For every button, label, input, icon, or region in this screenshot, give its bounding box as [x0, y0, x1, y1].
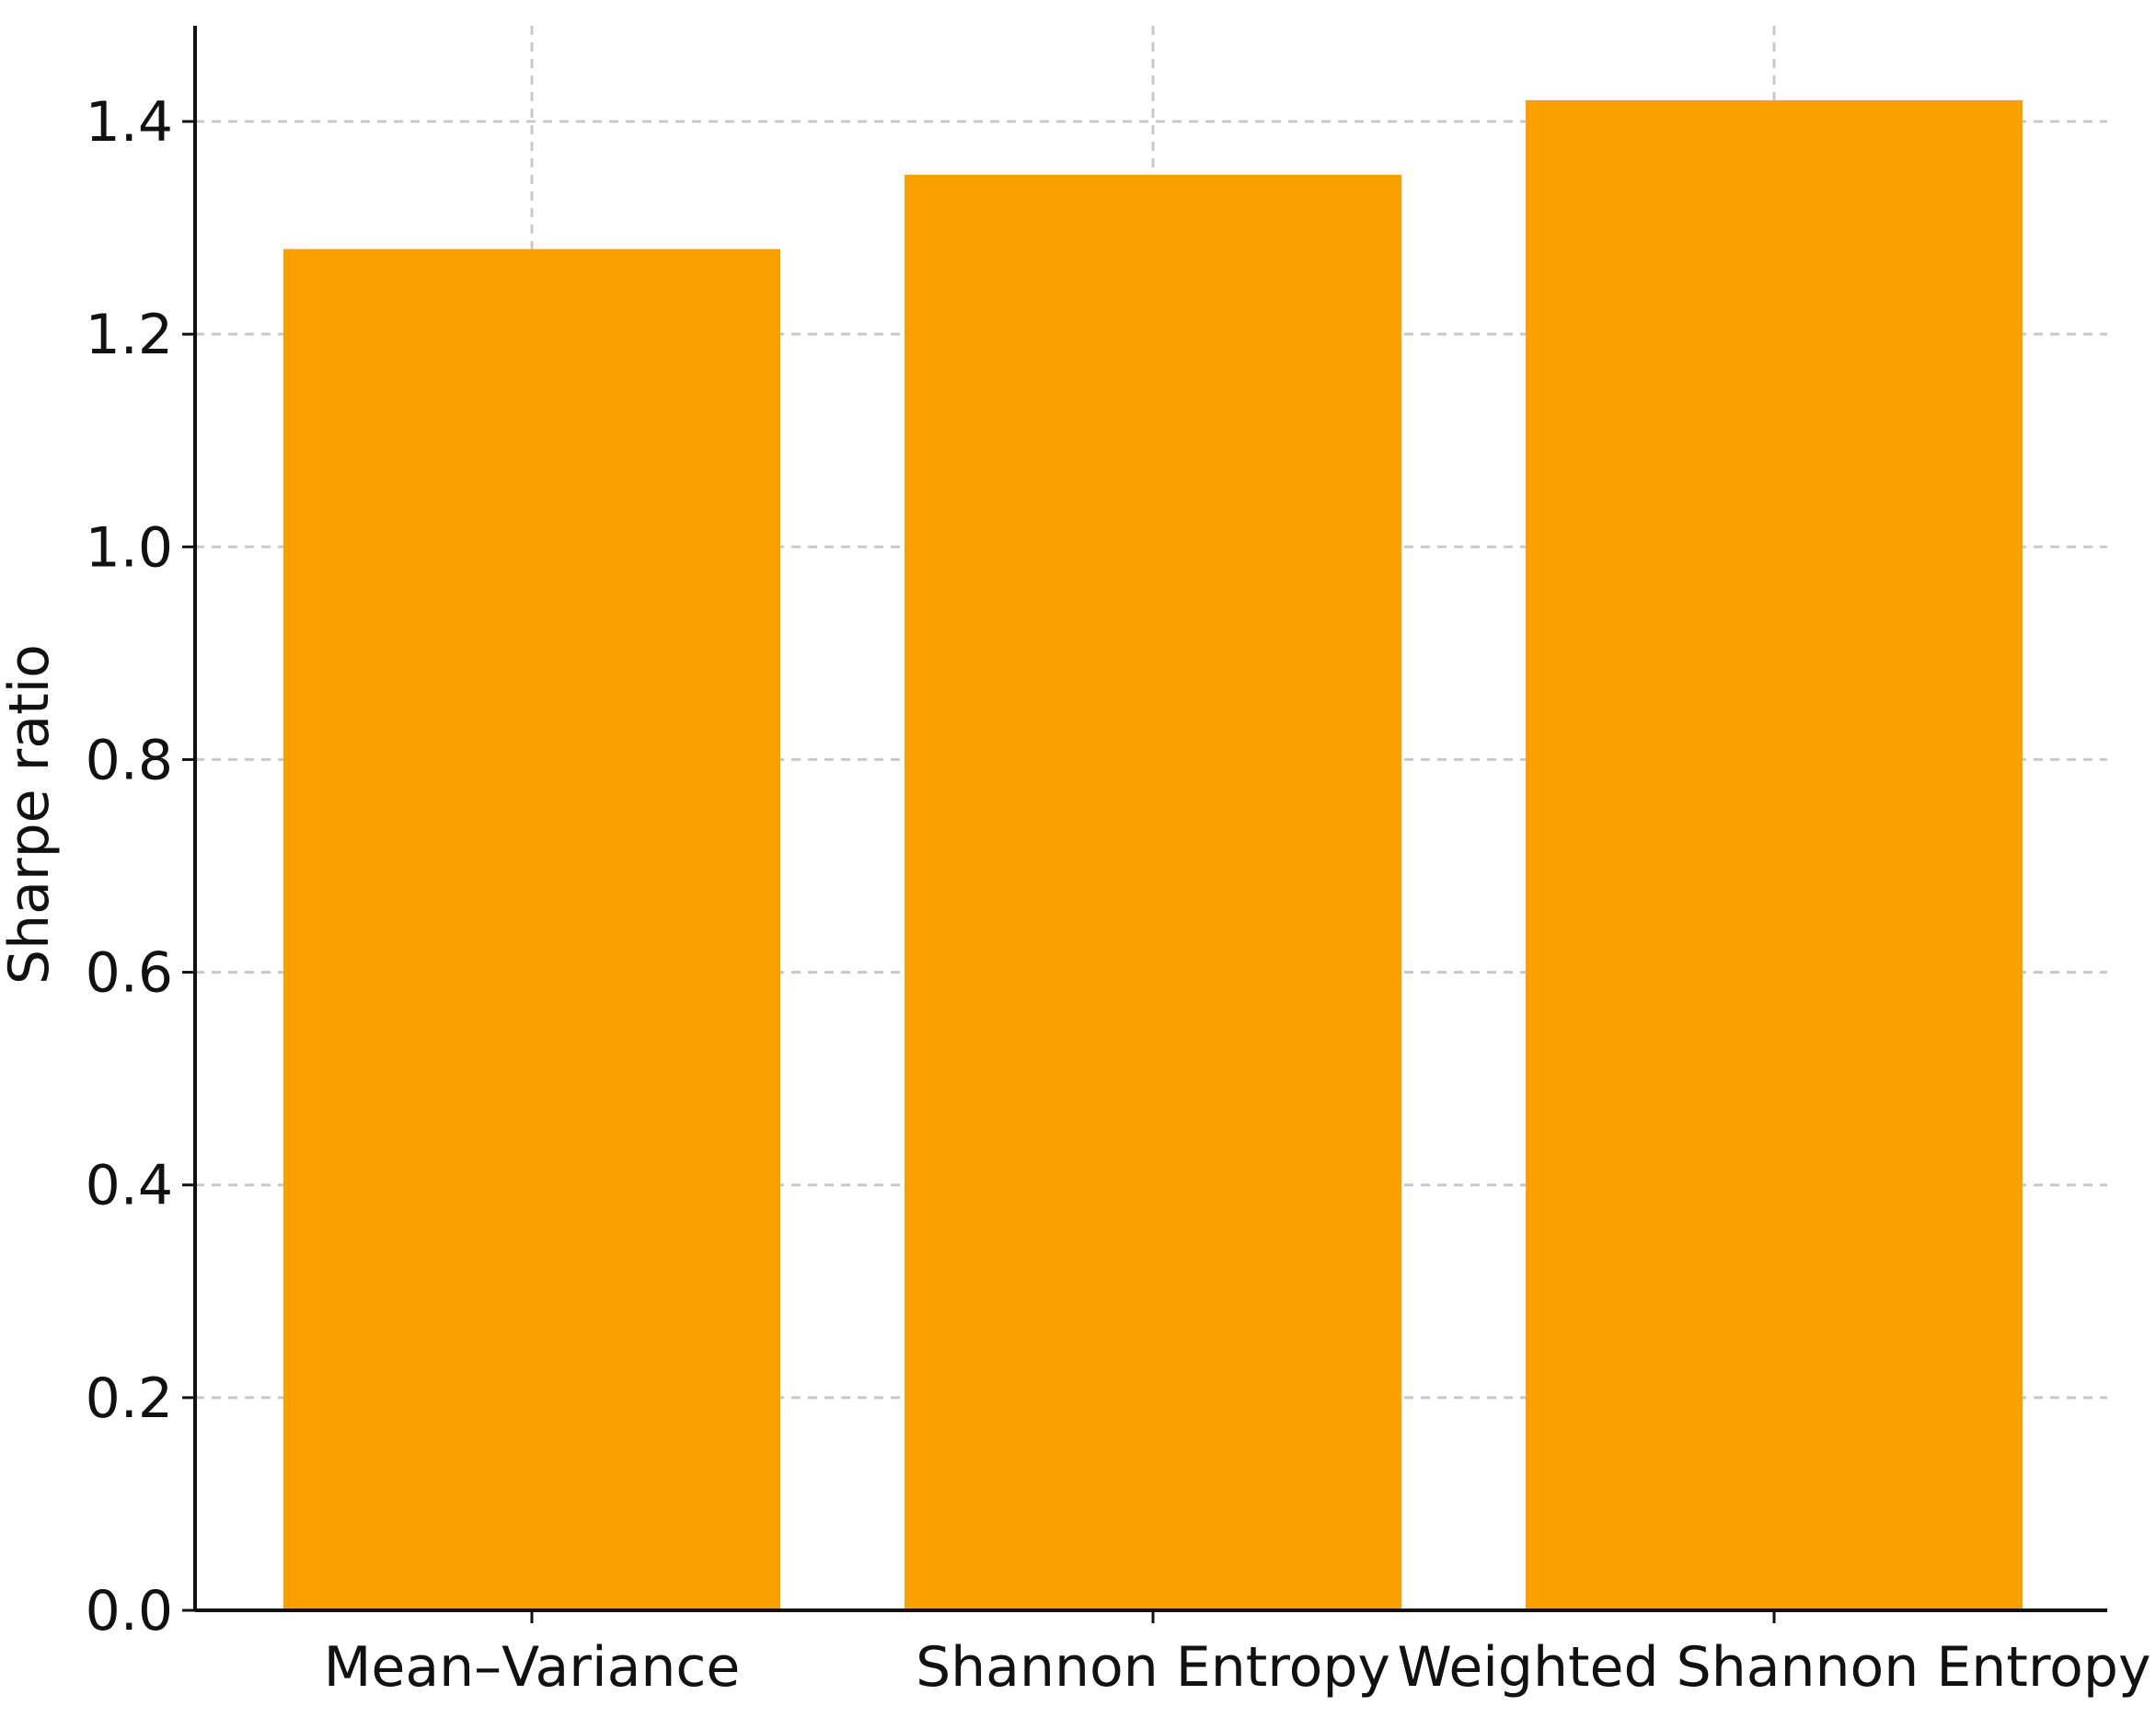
bars	[283, 99, 2023, 1611]
x-tick-label: Shannon Entropy	[916, 1635, 1390, 1700]
y-tick-label: 0.8	[86, 728, 173, 792]
bar	[283, 248, 780, 1610]
y-tick-label: 1.4	[86, 90, 173, 155]
y-tick-label: 0.2	[86, 1366, 173, 1431]
y-tick-label: 0.6	[86, 941, 173, 1006]
bar	[905, 174, 1401, 1610]
axes	[193, 26, 2107, 1612]
y-tick-labels: 0.0 0.2 0.4 0.6 0.8 1.0 1.2 1.4	[86, 90, 195, 1643]
y-tick-label: 1.2	[86, 303, 173, 367]
x-tick-label: Mean–Variance	[324, 1635, 741, 1700]
y-tick-label: 0.4	[86, 1154, 173, 1218]
y-axis-title: Sharpe ratio	[0, 644, 62, 985]
x-tick-labels: Mean–Variance Shannon Entropy Weighted Sha…	[324, 1610, 2151, 1700]
y-tick-label: 1.0	[86, 515, 173, 580]
y-tick-label: 0.0	[86, 1579, 173, 1643]
x-tick-label: Weighted Shannon Entropy	[1398, 1635, 2151, 1700]
bar	[1526, 99, 2023, 1611]
